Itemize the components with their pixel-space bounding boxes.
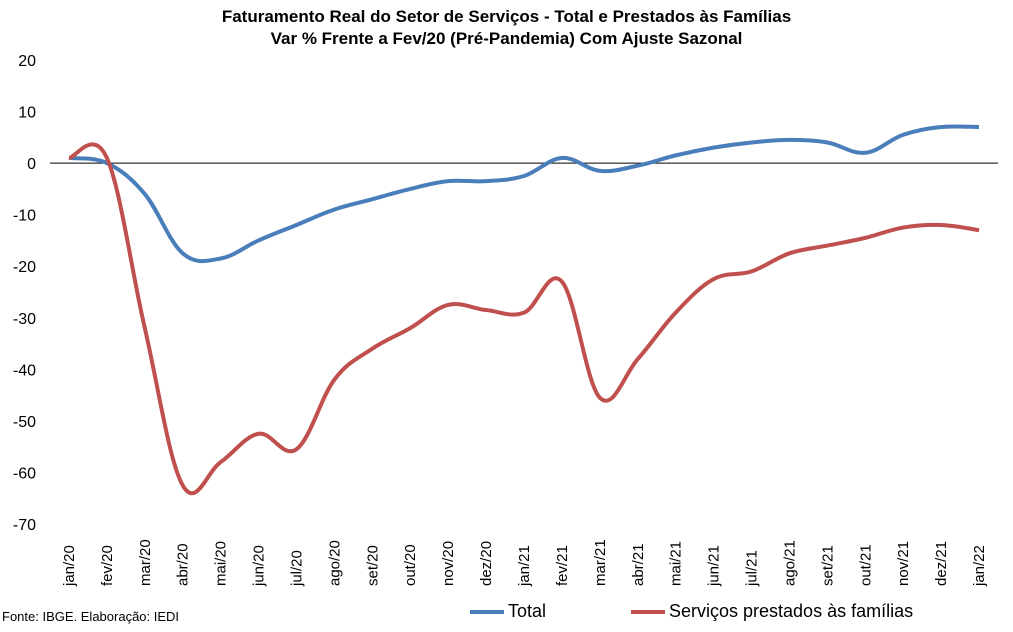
x-tick-label: out/21 xyxy=(857,544,874,586)
x-tick-label: nov/20 xyxy=(440,541,457,586)
chart-title-block: Faturamento Real do Setor de Serviços - … xyxy=(0,6,1013,50)
x-tick-label: out/20 xyxy=(402,544,419,586)
y-axis: 20 10 0 -10 -20 -30 -40 -50 -60 -70 xyxy=(13,53,36,534)
x-tick-label: jun/20 xyxy=(251,545,268,587)
x-tick-label: ago/20 xyxy=(326,540,343,586)
x-tick-label: mar/21 xyxy=(592,539,609,586)
y-tick-label: -10 xyxy=(13,208,36,225)
y-tick-label: -50 xyxy=(13,414,36,431)
legend-item-familias: Serviços prestados às famílias xyxy=(631,601,913,622)
x-tick-label: fev/20 xyxy=(99,545,116,586)
x-tick-label: dez/21 xyxy=(933,541,950,586)
y-tick-label: 20 xyxy=(18,53,36,70)
series-line-familias xyxy=(68,142,980,496)
x-tick-label: mar/20 xyxy=(137,539,154,586)
legend-label-familias: Serviços prestados às famílias xyxy=(669,601,914,621)
x-tick-label: abr/21 xyxy=(630,543,647,586)
y-tick-label: -20 xyxy=(13,259,36,276)
x-tick-label: ago/21 xyxy=(781,540,798,586)
x-tick-label: mai/21 xyxy=(668,541,685,586)
legend-swatch-total xyxy=(470,609,504,614)
x-tick-label: set/21 xyxy=(819,545,836,586)
x-tick-label: jul/20 xyxy=(288,550,305,587)
chart-title: Faturamento Real do Setor de Serviços - … xyxy=(221,7,792,26)
x-tick-label: jan/20 xyxy=(61,545,78,587)
x-tick-label: jul/21 xyxy=(744,550,761,587)
y-tick-label: -60 xyxy=(13,465,36,482)
x-tick-label: jun/21 xyxy=(706,545,723,587)
source-note: Fonte: IBGE. Elaboração: IEDI xyxy=(2,609,180,624)
y-tick-label: 0 xyxy=(27,156,36,173)
y-tick-label: -30 xyxy=(13,311,36,328)
legend-swatch-familias xyxy=(631,609,665,614)
x-tick-label: nov/21 xyxy=(895,541,912,586)
x-axis: jan/20 fev/20 mar/20 abr/20 mai/20 jun/20 jul/… xyxy=(61,539,988,587)
x-tick-label: mai/20 xyxy=(213,541,230,586)
x-tick-label: jan/22 xyxy=(971,545,988,587)
x-tick-label: abr/20 xyxy=(175,543,192,586)
series-layer xyxy=(68,124,980,496)
y-tick-label: 10 xyxy=(18,105,36,122)
series-line-total xyxy=(68,124,980,264)
y-tick-label: -70 xyxy=(13,517,36,534)
chart-subtitle: Var % Frente a Fev/20 (Pré-Pandemia) Com… xyxy=(270,29,743,48)
y-tick-label: -40 xyxy=(13,362,36,379)
x-tick-label: dez/20 xyxy=(478,541,495,586)
x-tick-label: fev/21 xyxy=(554,545,571,586)
x-tick-label: jan/21 xyxy=(516,545,533,587)
x-tick-label: set/20 xyxy=(364,545,381,586)
legend-label-total: Total xyxy=(508,601,547,621)
legend-item-total: Total xyxy=(470,601,546,622)
